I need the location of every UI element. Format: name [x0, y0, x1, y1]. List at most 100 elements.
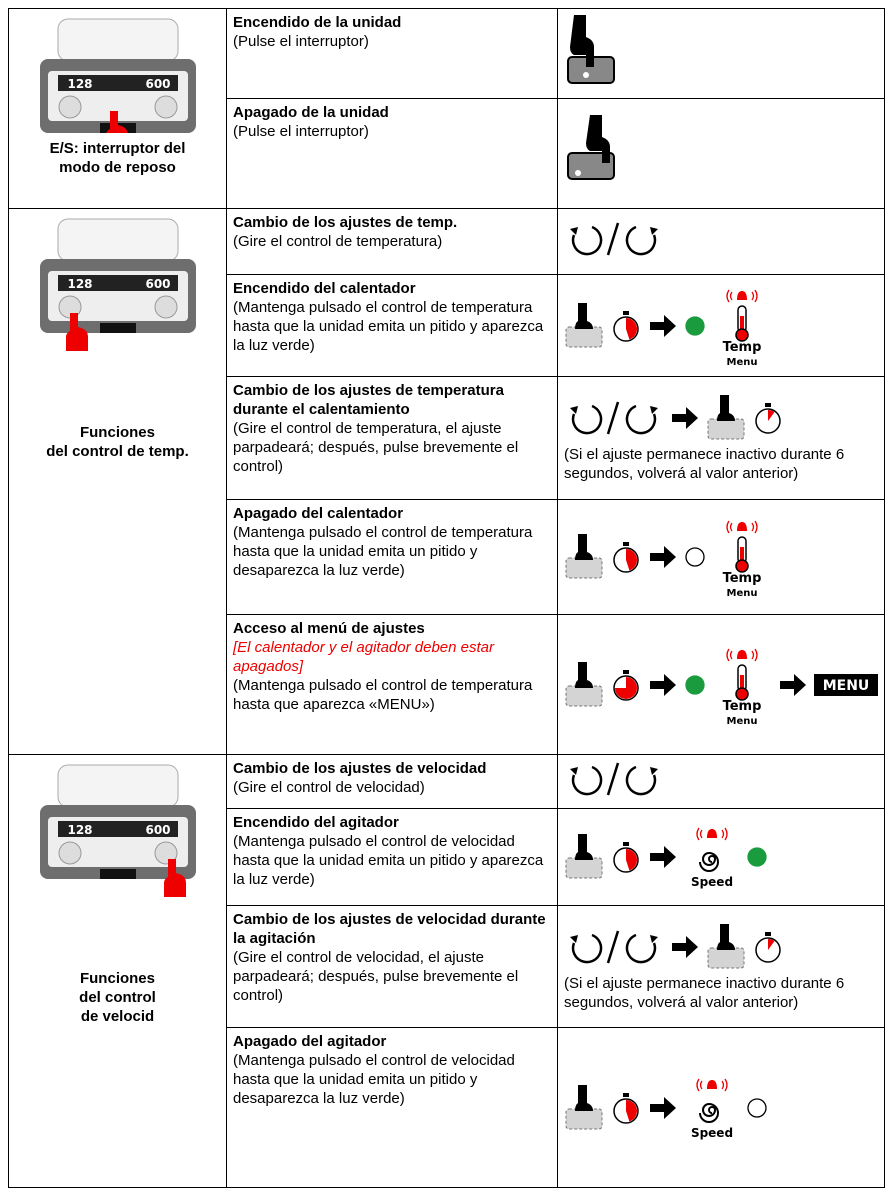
timer-sector: [768, 938, 775, 950]
device-display: [57, 821, 178, 837]
row-description: (Gire el control de temperatura, el ajus…: [233, 420, 519, 475]
bell: [737, 522, 747, 531]
arrow: [650, 846, 676, 868]
speed-icon: Speed: [691, 827, 733, 889]
press-icon: [565, 834, 603, 879]
icon-row: Temp Menu: [564, 515, 878, 599]
switch-icon: [567, 15, 615, 84]
caption: Funciones del control de velocid: [15, 969, 220, 1026]
group-cell: 128 600 Funciones del control de temp.: [8, 208, 227, 755]
arrow-icon: [780, 673, 806, 696]
row-description: (Mantenga pulsado el control de velocida…: [233, 833, 544, 888]
display-bg: [814, 673, 878, 696]
icon-row: Temp Menu: [564, 284, 878, 368]
light: [747, 1097, 767, 1118]
button-box: [565, 1108, 603, 1129]
icon-cell: Speed: [557, 808, 885, 906]
warning-note: [El calentador y el agitador deben estar…: [233, 639, 494, 675]
row-description: (Mantenga pulsado el control de temperat…: [233, 299, 544, 354]
table-row: Apagado de la unidad (Pulse el interrupto…: [9, 98, 885, 209]
caption: Funciones del control de temp.: [15, 423, 220, 461]
action-cell: Apagado de la unidad (Pulse el interrupto…: [226, 98, 558, 209]
table-row: Encendido del calentador (Mantenga pulsad…: [9, 274, 885, 377]
press-icon: [707, 923, 745, 968]
icon-cell: Temp Menu: [557, 274, 885, 377]
rotate-ccw: [571, 765, 603, 796]
thermo-bulb: [735, 327, 749, 342]
rotate-cw: [625, 225, 657, 256]
row-title: Cambio de los ajustes de temp.: [233, 214, 458, 231]
timer-knob: [765, 931, 771, 936]
pointing-hand: [105, 111, 128, 133]
arrow-icon: [672, 935, 698, 958]
light-off: [685, 547, 705, 567]
caption-line: Funciones: [79, 424, 155, 441]
press-icon: [707, 395, 745, 440]
arrow-icon: [650, 1096, 676, 1119]
light-off: [747, 1097, 767, 1118]
row-title: Cambio de los ajustes de velocidad duran…: [233, 911, 546, 947]
arrowhead: [650, 767, 658, 775]
icon-row: [564, 922, 878, 972]
finger: [575, 1084, 593, 1111]
bell: [737, 290, 747, 300]
icon-label: Temp: [723, 571, 762, 586]
arrow: [650, 314, 676, 337]
icon-row: Speed: [564, 1073, 878, 1143]
menu-display: MENU: [814, 673, 878, 696]
table-row: Apagado del agitador (Mantenga pulsado el…: [9, 1027, 885, 1188]
thermometer-icon: Temp Menu: [723, 520, 762, 599]
arrow: [672, 935, 698, 958]
timer-icon: [613, 542, 639, 573]
timer-knob: [623, 669, 629, 674]
caption: E/S: interruptor del modo de reposo: [15, 139, 220, 177]
arrow: [780, 673, 806, 696]
icon-label: Menu: [727, 716, 758, 727]
timer-sector: [768, 410, 775, 421]
caption-line: Funciones: [79, 970, 155, 987]
caption-line: E/S: interruptor del: [49, 140, 186, 157]
slash: [606, 401, 620, 435]
finger: [717, 395, 735, 421]
timer-knob: [623, 842, 629, 846]
row-description: (Gire el control de velocidad, el ajuste…: [233, 949, 519, 1004]
device-display: [57, 75, 178, 91]
timer-knob: [623, 542, 629, 546]
light: [685, 315, 705, 336]
device-image: 128 600: [39, 18, 196, 133]
display-text: MENU: [823, 678, 870, 694]
icon-cell: Temp Menu: [557, 499, 885, 615]
action-cell: Cambio de los ajustes de temp. (Gire el c…: [226, 208, 558, 275]
thermo-fill: [740, 547, 744, 563]
green-light: [747, 847, 767, 867]
arrowhead: [650, 934, 658, 943]
table-row: 128 600 E/S: interruptor del modo de reposo…: [8, 8, 885, 209]
device-lid: [57, 218, 178, 262]
arrowhead: [570, 227, 578, 235]
row-description: (Pulse el interruptor): [233, 33, 369, 50]
rotate-ccw: [571, 404, 603, 435]
display-value: 128: [67, 277, 92, 291]
thermometer-icon: Temp Menu: [723, 289, 762, 368]
sound: [726, 648, 758, 661]
timer-icon: [755, 403, 781, 434]
bell: [737, 649, 747, 659]
rotate-ccw: [571, 933, 603, 963]
row-description: (Mantenga pulsado el control de temperat…: [233, 524, 533, 579]
display-value: 600: [145, 823, 170, 837]
row-title: Encendido del agitador: [233, 814, 399, 831]
finger: [575, 534, 593, 560]
action-cell: Cambio de los ajustes de velocidad (Gire …: [226, 754, 558, 809]
finger: [575, 834, 593, 860]
bell: [707, 1079, 717, 1089]
table-row: Acceso al menú de ajustes [El calentador …: [9, 614, 885, 755]
icon-cell: [557, 8, 885, 99]
device-lid: [57, 764, 178, 808]
action-cell: Apagado del calentador (Mantenga pulsado …: [226, 499, 558, 615]
timer-sector: [615, 676, 637, 699]
icon-cell: Temp Menu MENU: [557, 614, 885, 755]
thermometer-icon: Temp Menu: [723, 648, 761, 727]
icon-label: Temp: [723, 340, 762, 355]
pointing-hand: [65, 313, 88, 351]
switch-dot: [583, 72, 589, 78]
